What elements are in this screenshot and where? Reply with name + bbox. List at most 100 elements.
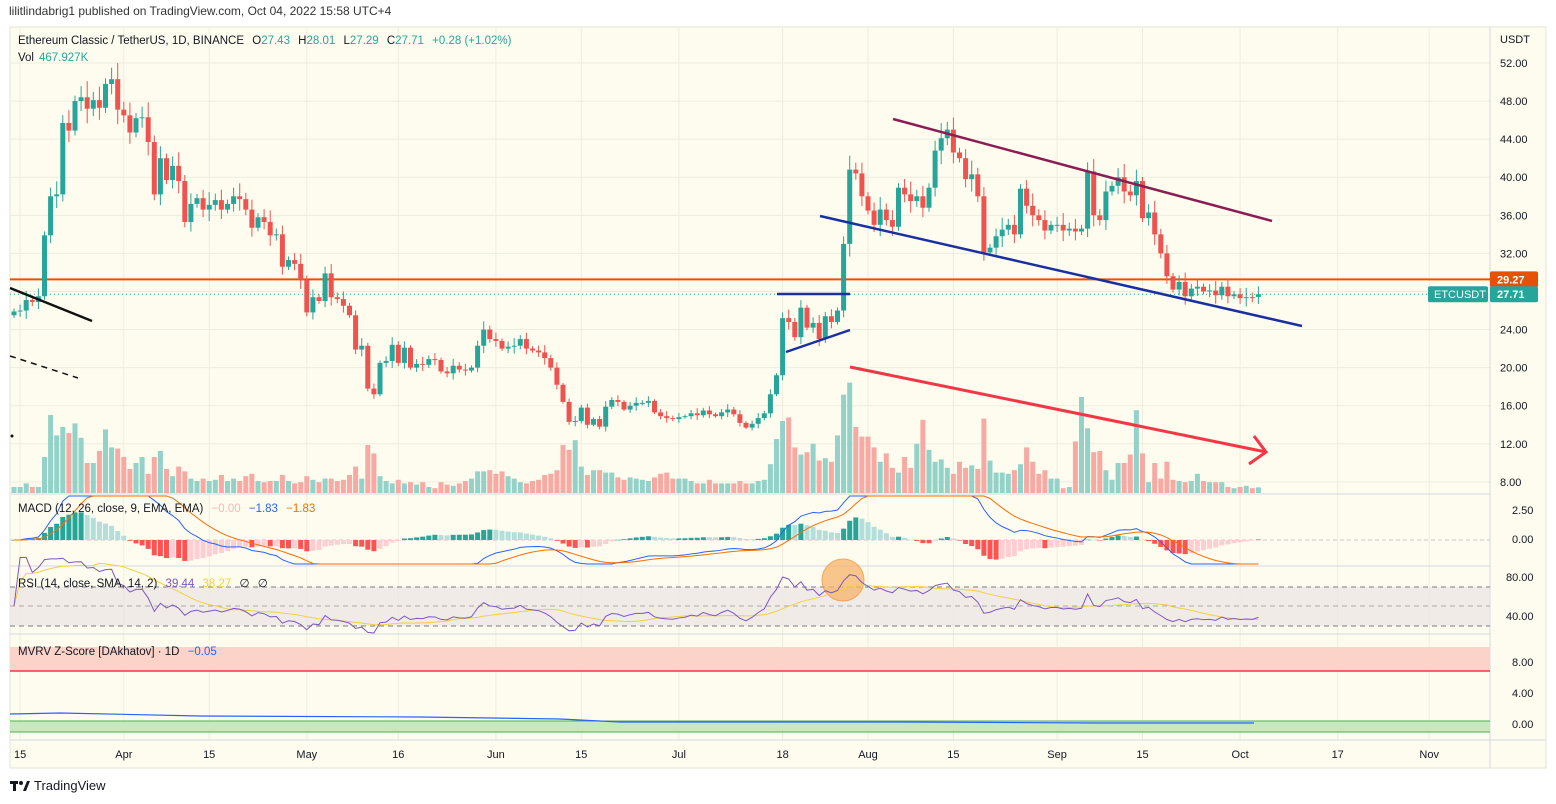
candle-body	[877, 209, 883, 225]
candle-body	[414, 363, 420, 368]
volume-bar	[1079, 397, 1084, 493]
macd-hist-bar	[841, 528, 847, 540]
macd-hist-bar	[1115, 535, 1121, 540]
flag-bottom-line[interactable]	[785, 328, 851, 354]
macd-hist-bar	[615, 539, 621, 541]
volume-bar	[377, 476, 383, 493]
tradingview-logo[interactable]: TradingView	[10, 778, 106, 793]
drawings[interactable]	[9, 117, 1303, 466]
volume-bar	[212, 479, 218, 493]
candle-body	[188, 203, 194, 222]
volume-legend[interactable]: Vol 467.927K	[18, 52, 89, 64]
volume-bar	[938, 459, 944, 493]
rsi-legend[interactable]: RSI (14, close, SMA, 14, 2) 39.44 38.27 …	[18, 578, 268, 590]
macd-hist-bar	[566, 540, 572, 547]
candle-body	[456, 365, 462, 370]
macd-hist-bar	[1225, 540, 1231, 545]
macd-hist-bar	[1213, 540, 1219, 548]
macd-hist-bar	[1176, 540, 1182, 554]
drawing-dot	[10, 434, 14, 438]
candle-body	[865, 196, 871, 211]
mvrv-tick: 4.00	[1512, 688, 1533, 700]
macd-hist-bar	[822, 530, 828, 540]
symbol-legend[interactable]: Ethereum Classic / TetherUS, 1D, BINANCE…	[18, 35, 512, 47]
channel-upper-line[interactable]	[892, 117, 1273, 223]
volume-bar	[78, 437, 84, 493]
volume-bar	[517, 482, 523, 493]
time-tick: 16	[392, 749, 404, 761]
macd-hist-bar	[853, 517, 859, 540]
candle-body	[1005, 224, 1011, 230]
candle-body	[1109, 185, 1115, 192]
macd-legend[interactable]: MACD (12, 26, close, 9, EMA, EMA) −0.00 …	[18, 503, 320, 515]
candle-body	[1060, 224, 1066, 231]
macd-hist-bar	[1042, 540, 1048, 549]
macd-hist-bar	[835, 532, 840, 540]
candle-body	[127, 115, 133, 133]
price-axis[interactable]: 52.00 48.00 44.00 40.00 36.00 32.00 24.00 20.00…	[1500, 58, 1528, 489]
macd-hist-bar	[1164, 540, 1170, 551]
candle-body	[304, 280, 310, 313]
volume-bar	[1255, 487, 1261, 493]
arrow-line[interactable]	[849, 365, 1267, 454]
macd-hist-bar	[737, 538, 743, 540]
candle-body	[1170, 276, 1176, 290]
volume-bar	[621, 479, 627, 493]
candle-body	[261, 217, 267, 222]
volume-bar	[243, 476, 249, 493]
macd-hist-bar	[225, 540, 230, 552]
volume-bar	[688, 481, 694, 493]
macd-hist-bar	[54, 523, 60, 540]
candle-body	[1030, 205, 1036, 216]
candle-body	[1225, 286, 1231, 297]
candle-body	[536, 350, 542, 353]
volume-bar	[469, 478, 474, 493]
volume-bar	[841, 394, 847, 493]
volume-bar	[920, 419, 926, 493]
macd-hist-bar	[1243, 540, 1249, 542]
macd-hist-bar	[304, 540, 310, 552]
macd-hist-bar	[584, 540, 590, 548]
candle-body	[926, 187, 932, 208]
volume-bar	[536, 479, 542, 493]
macd-hist-bar	[1072, 540, 1078, 546]
rsi-highlight-circle[interactable]	[821, 558, 865, 602]
volume-bar	[1024, 447, 1030, 493]
candle-body	[426, 359, 432, 365]
macd-hist-bar	[896, 536, 901, 540]
channel-lower-line[interactable]	[819, 214, 1303, 328]
macd-hist-bar	[96, 521, 102, 540]
macd-hist-bar	[676, 538, 682, 540]
published-line: lilitlindabrig1 published on TradingView…	[9, 4, 392, 18]
candle-body	[420, 363, 426, 365]
trendline-black[interactable]	[9, 286, 93, 323]
macd-hist-bar	[200, 540, 206, 559]
time-tick: May	[296, 749, 317, 761]
candle-body	[706, 410, 712, 415]
time-axis[interactable]: 15 Apr 15 May 16 Jun 15 Jul 18 Aug 15 Sep 15 Oct 17 Nov	[14, 749, 1440, 761]
macd-hist-bar	[1133, 536, 1139, 540]
macd-hist-bar	[420, 536, 426, 540]
candle-body	[975, 174, 981, 197]
volume-bar	[584, 475, 590, 493]
macd-hist-bar	[414, 537, 420, 540]
candle-body	[609, 400, 615, 407]
candle-body	[255, 217, 261, 228]
macd-hist-bar	[1103, 538, 1109, 540]
candle-body	[157, 158, 163, 195]
volume-bar	[1005, 473, 1011, 493]
trendline-dashed[interactable]	[9, 355, 79, 379]
candle-body	[828, 316, 834, 322]
volume-bar	[743, 483, 749, 493]
candle-body	[450, 365, 456, 374]
volume-bar	[700, 483, 706, 493]
macd-hist-bar	[609, 540, 615, 542]
mvrv-legend[interactable]: MVRV Z-Score [DAkhatov] · 1D −0.05	[18, 646, 222, 658]
macd-hist-bar	[347, 540, 352, 545]
macd-hist-bar	[72, 512, 78, 540]
volume-bar	[835, 435, 840, 493]
macd-hist-bar	[286, 540, 291, 549]
candle-body	[151, 142, 157, 195]
volume-bar	[1036, 473, 1042, 493]
